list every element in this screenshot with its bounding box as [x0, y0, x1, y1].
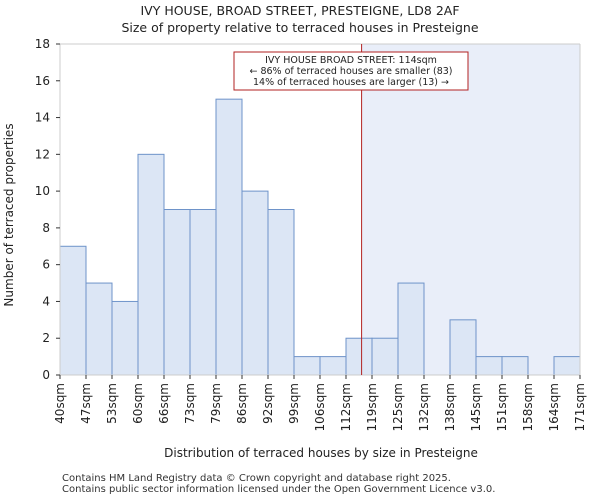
y-tick-label: 4	[42, 294, 50, 308]
annotation-line-2: ← 86% of terraced houses are smaller (83…	[249, 66, 452, 77]
y-tick-label: 8	[42, 221, 50, 235]
x-tick-label: 119sqm	[365, 383, 379, 431]
x-tick-label: 164sqm	[547, 383, 561, 431]
bar	[163, 209, 191, 376]
bar	[449, 319, 477, 376]
x-tick-label: 125sqm	[391, 383, 405, 431]
x-tick-label: 79sqm	[209, 383, 223, 424]
x-tick-label: 40sqm	[53, 383, 67, 424]
y-tick-label: 18	[35, 37, 50, 51]
chart-subtitle: Size of property relative to terraced ho…	[121, 20, 479, 35]
x-tick-label: 66sqm	[157, 383, 171, 424]
x-tick-label: 53sqm	[105, 383, 119, 424]
bar	[59, 245, 87, 376]
x-tick-label: 106sqm	[313, 383, 327, 431]
bar	[397, 282, 425, 376]
y-tick-label: 0	[42, 368, 50, 382]
y-tick-label: 2	[42, 331, 50, 345]
bar	[267, 209, 295, 376]
y-tick-label: 16	[35, 74, 50, 88]
x-tick-label: 151sqm	[495, 383, 509, 431]
x-axis-label: Distribution of terraced houses by size …	[164, 446, 478, 460]
y-tick-label: 14	[35, 111, 50, 125]
bar	[293, 356, 321, 376]
x-tick-label: 112sqm	[339, 383, 353, 431]
y-axis-label: Number of terraced properties	[2, 123, 16, 306]
footer-line-2: Contains public sector information licen…	[62, 484, 496, 495]
bar	[137, 153, 165, 376]
bar	[501, 356, 529, 376]
x-tick-label: 138sqm	[443, 383, 457, 431]
x-tick-label: 86sqm	[235, 383, 249, 424]
chart-title: IVY HOUSE, BROAD STREET, PRESTEIGNE, LD8…	[140, 3, 460, 18]
bar	[241, 190, 269, 376]
x-tick-label: 47sqm	[79, 383, 93, 424]
footer-line-1: Contains HM Land Registry data © Crown c…	[62, 473, 451, 484]
x-tick-label: 145sqm	[469, 383, 483, 431]
x-tick-label: 158sqm	[521, 383, 535, 431]
bar	[85, 282, 113, 376]
bar	[553, 356, 581, 376]
x-tick-label: 99sqm	[287, 383, 301, 424]
bar	[319, 356, 347, 376]
x-tick-label: 73sqm	[183, 383, 197, 424]
x-tick-label: 60sqm	[131, 383, 145, 424]
y-tick-label: 12	[35, 147, 50, 161]
bar	[111, 300, 139, 376]
annotation-line-3: 14% of terraced houses are larger (13) →	[253, 77, 449, 88]
x-tick-label: 92sqm	[261, 383, 275, 424]
bar	[371, 337, 399, 376]
annotation-box	[233, 51, 469, 91]
y-tick-label: 6	[42, 258, 50, 272]
x-tick-label: 171sqm	[573, 383, 587, 431]
annotation-line-1: IVY HOUSE BROAD STREET: 114sqm	[265, 55, 437, 66]
y-tick-label: 10	[35, 184, 50, 198]
x-tick-label: 132sqm	[417, 383, 431, 431]
bar	[189, 209, 217, 376]
bar	[345, 337, 373, 376]
bar	[475, 356, 503, 376]
bar	[215, 98, 243, 376]
